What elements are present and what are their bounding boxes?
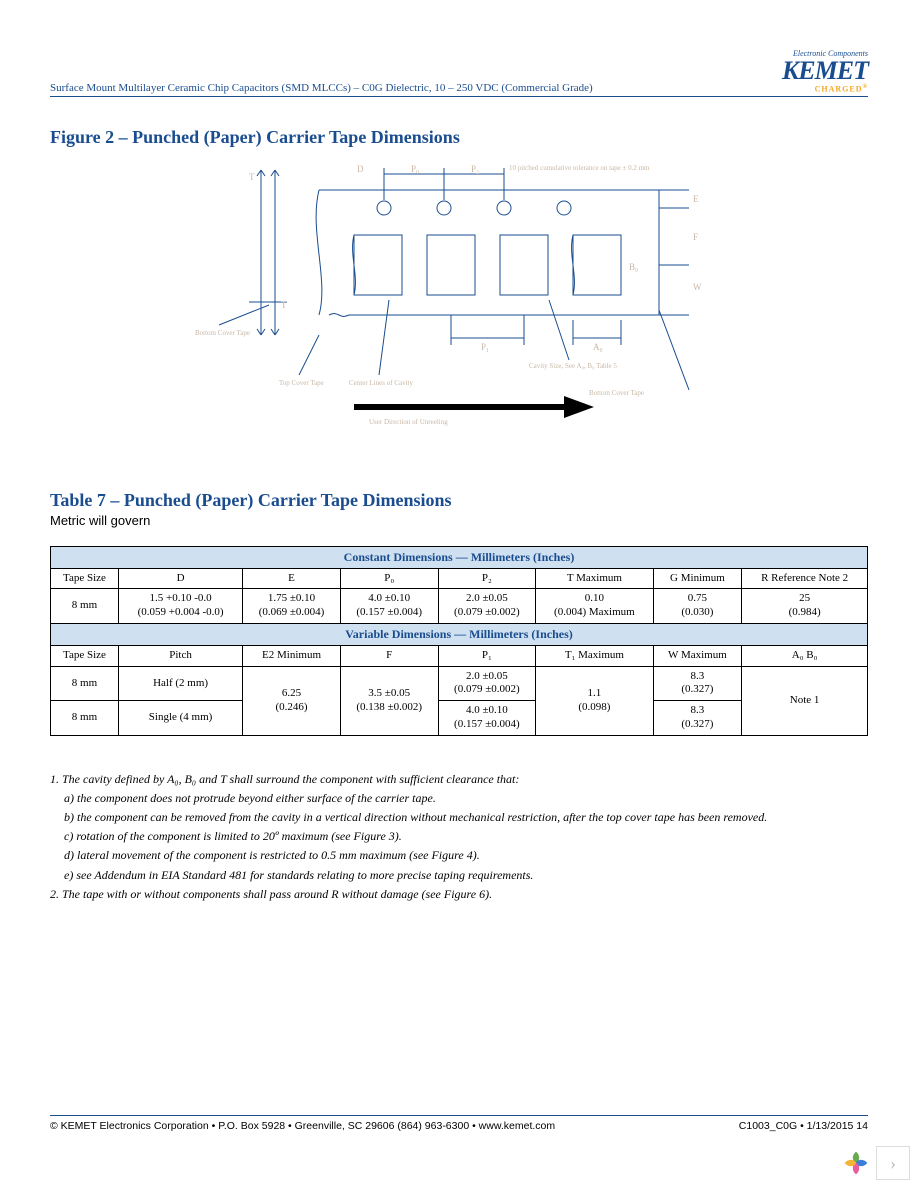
- note-1a: a) the component does not protrude beyon…: [50, 789, 868, 808]
- vcol-f: F: [340, 645, 438, 666]
- footer-left: © KEMET Electronics Corporation • P.O. B…: [50, 1120, 555, 1132]
- col-e: E: [243, 568, 341, 589]
- note-2: 2. The tape with or without components s…: [50, 885, 868, 904]
- chevron-right-icon: ›: [890, 1153, 896, 1174]
- next-page-button[interactable]: ›: [876, 1146, 910, 1180]
- col-gmin: G Minimum: [653, 568, 742, 589]
- vcol-w: W Maximum: [653, 645, 742, 666]
- page-footer: © KEMET Electronics Corporation • P.O. B…: [50, 1115, 868, 1132]
- flower-icon[interactable]: [842, 1149, 870, 1177]
- page-header: Surface Mount Multilayer Ceramic Chip Ca…: [50, 50, 868, 97]
- note-1: 1. The cavity defined by A₀, B₀ and T sh…: [50, 770, 868, 789]
- vcol-t1: T₁ Maximum: [536, 645, 653, 666]
- viewer-nav: ›: [842, 1146, 910, 1180]
- kemet-logo: Electronic Components KEMET CHARGED®: [782, 50, 868, 94]
- notes-block: 1. The cavity defined by A₀, B₀ and T sh…: [50, 770, 868, 904]
- table-band-constant: Constant Dimensions — Millimeters (Inche…: [51, 546, 868, 568]
- svg-text:D: D: [357, 164, 364, 174]
- svg-text:Cavity Size, See A₀, B₀ Table: Cavity Size, See A₀, B₀ Table 5: [529, 362, 617, 370]
- svg-text:Bottom Cover Tape: Bottom Cover Tape: [589, 389, 644, 397]
- svg-text:E: E: [693, 194, 699, 204]
- svg-text:10 pitched cumulative toleranc: 10 pitched cumulative tolerance on tape …: [509, 164, 650, 172]
- table-title: Table 7 – Punched (Paper) Carrier Tape D…: [50, 490, 868, 511]
- col-d: D: [118, 568, 242, 589]
- svg-text:W: W: [693, 282, 702, 292]
- col-r: R Reference Note 2: [742, 568, 868, 589]
- logo-text: KEMET: [782, 58, 868, 84]
- table-band-variable: Variable Dimensions — Millimeters (Inche…: [51, 623, 868, 645]
- svg-text:F: F: [693, 232, 698, 242]
- svg-text:Top Cover Tape: Top Cover Tape: [279, 379, 324, 387]
- dimensions-table: Constant Dimensions — Millimeters (Inche…: [50, 546, 868, 736]
- col-tape-size: Tape Size: [51, 568, 119, 589]
- figure-title: Figure 2 – Punched (Paper) Carrier Tape …: [50, 127, 868, 148]
- svg-text:Center Lines of Cavity: Center Lines of Cavity: [349, 379, 413, 387]
- vcol-e2: E2 Minimum: [243, 645, 341, 666]
- svg-text:P₀: P₀: [411, 164, 419, 174]
- note-1b: b) the component can be removed from the…: [50, 808, 868, 827]
- svg-text:T: T: [281, 300, 287, 310]
- svg-text:T: T: [249, 172, 255, 182]
- svg-text:User Direction of Unreeling: User Direction of Unreeling: [369, 418, 448, 426]
- svg-text:P₁: P₁: [481, 342, 489, 352]
- table-row: 8 mm 1.5 +0.10 -0.0(0.059 +0.004 -0.0) 1…: [51, 589, 868, 624]
- header-title: Surface Mount Multilayer Ceramic Chip Ca…: [50, 82, 593, 94]
- col-p2: P₂: [438, 568, 536, 589]
- vcol-ab: A₀ B₀: [742, 645, 868, 666]
- vcol-p1: P₁: [438, 645, 536, 666]
- vcol-pitch: Pitch: [118, 645, 242, 666]
- svg-text:A₀: A₀: [593, 342, 603, 352]
- logo-subtext: CHARGED®: [782, 84, 868, 94]
- footer-right: C1003_C0G • 1/13/2015 14: [739, 1120, 868, 1132]
- table-row: 8 mm Half (2 mm) 6.25(0.246) 3.5 ±0.05(0…: [51, 666, 868, 701]
- svg-text:B₀: B₀: [629, 262, 638, 272]
- note-1c: c) rotation of the component is limited …: [50, 827, 868, 846]
- carrier-tape-diagram: 10 pitched cumulative tolerance on tape …: [50, 160, 868, 430]
- vcol-tape-size: Tape Size: [51, 645, 119, 666]
- col-tmax: T Maximum: [536, 568, 653, 589]
- svg-text:P₂: P₂: [471, 164, 479, 174]
- col-p0: P₀: [340, 568, 438, 589]
- note-1d: d) lateral movement of the component is …: [50, 846, 868, 865]
- table-subtitle: Metric will govern: [50, 513, 868, 528]
- svg-text:Bottom Cover Tape: Bottom Cover Tape: [195, 329, 250, 337]
- note-1e: e) see Addendum in EIA Standard 481 for …: [50, 866, 868, 885]
